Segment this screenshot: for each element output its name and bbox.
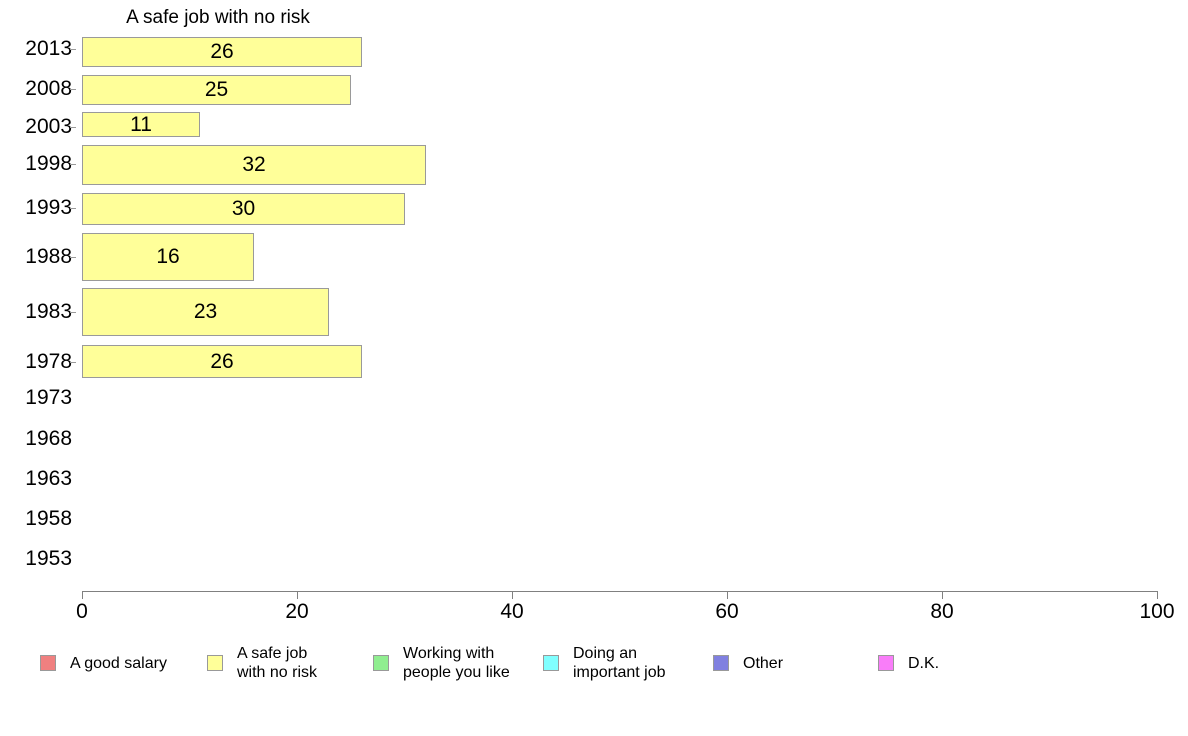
x-tick [297,591,298,599]
bar: 32 [82,145,426,185]
y-axis-label: 1988 [25,245,72,268]
legend-swatch [878,655,894,671]
legend-label: Other [743,654,784,672]
legend-label: A good salary [70,654,167,672]
legend-item: D.K. [878,644,939,682]
bar: 23 [82,288,329,336]
x-tick [512,591,513,599]
bar-value-label: 26 [210,40,234,63]
x-tick-label: 60 [715,600,739,623]
legend-label: Working with people you like [403,645,510,681]
y-tick [70,312,76,313]
y-axis-label: 1963 [25,467,72,490]
y-tick [70,164,76,165]
bar: 26 [82,345,362,378]
bar-value-label: 26 [210,349,234,373]
x-tick [1157,591,1158,599]
y-axis-label: 1983 [25,300,72,323]
x-tick-label: 40 [500,600,524,623]
y-tick [70,89,76,90]
legend-swatch [373,655,389,671]
x-tick-label: 0 [76,600,88,623]
y-axis-label: 1968 [25,427,72,450]
y-axis-label: 2003 [25,115,72,138]
y-tick [70,257,76,258]
bar: 25 [82,75,351,105]
legend-swatch [40,655,56,671]
y-axis-label: 1953 [25,547,72,570]
y-tick [70,127,76,128]
y-axis-label: 1958 [25,507,72,530]
y-axis-label: 1993 [25,196,72,219]
bar: 16 [82,233,254,281]
bar: 11 [82,112,200,137]
legend-item: Working with people you like [373,644,510,682]
chart-title: A safe job with no risk [126,7,310,28]
bar: 26 [82,37,362,67]
bar-value-label: 16 [156,245,180,268]
bar-value-label: 11 [130,112,152,136]
x-tick [82,591,83,599]
legend-swatch [713,655,729,671]
y-axis-label: 1978 [25,350,72,373]
y-tick [70,362,76,363]
legend-label: Doing an important job [573,645,666,681]
y-axis-label: 1998 [25,152,72,175]
bar-value-label: 30 [231,197,256,220]
x-tick [942,591,943,599]
x-axis-line [82,591,1157,592]
legend-item: Other [713,644,783,682]
y-axis-label: 2013 [25,37,72,60]
y-tick [70,208,76,209]
x-tick-label: 20 [285,600,309,623]
legend-item: A good salary [40,644,167,682]
y-axis-label: 2008 [25,77,72,100]
legend-item: Doing an important job [543,644,666,682]
bar-value-label: 25 [204,78,229,101]
legend-label: D.K. [908,654,940,672]
legend-label: A safe job with no risk [237,645,318,681]
bar-value-label: 23 [193,300,218,323]
y-axis-label: 1973 [25,386,72,409]
legend-item: A safe job with no risk [207,644,317,682]
legend-swatch [543,655,559,671]
y-tick [70,49,76,50]
bar-value-label: 32 [242,153,266,176]
x-tick [727,591,728,599]
legend-swatch [207,655,223,671]
x-tick-label: 100 [1139,600,1175,623]
x-tick-label: 80 [930,600,954,623]
bar: 30 [82,193,405,225]
